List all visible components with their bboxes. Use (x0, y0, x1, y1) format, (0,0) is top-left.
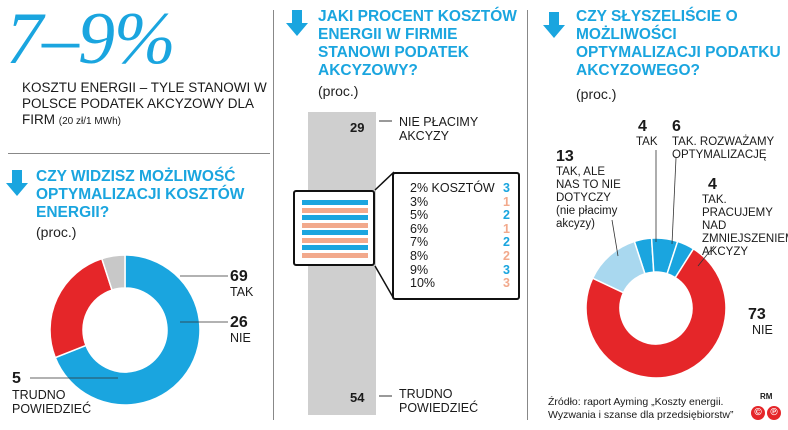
q3-nie-label: NIE (752, 323, 773, 337)
q3-ale-label: TAK, ALE NAS TO NIE DOTYCZY (nie płacimy… (556, 166, 621, 230)
q2-row-1: 3% 1 (410, 194, 510, 210)
arrow-down-icon (6, 170, 28, 196)
arrow-down-icon (286, 10, 308, 36)
q2-row-value: 2 (503, 235, 510, 250)
q3-prac-label: TAK. PRACUJEMY NAD ZMNIEJSZENIEM AKCYZY (702, 194, 788, 258)
q2-row-value: 1 (503, 221, 510, 236)
q2-row-3: 6% 1 (410, 221, 510, 237)
arrow-down-icon (543, 12, 565, 38)
credit: RM (760, 392, 773, 401)
q2-stripes (302, 200, 368, 260)
q2-row-label: 8% (410, 248, 429, 263)
q3-prac-value: 4 (708, 176, 717, 193)
q2-stripe-7 (302, 252, 368, 258)
q2-row-value: 1 (503, 194, 510, 209)
q1-tak-label: TAK (230, 285, 254, 299)
q1-trudno-value: 5 (12, 370, 21, 387)
headline-note: (20 zł/1 MWh) (58, 116, 121, 127)
q2-row-value: 3 (503, 276, 510, 291)
q1-tak-value: 69 (230, 268, 248, 285)
q2-bottom-label: TRUDNO POWIEDZIEĆ (399, 387, 479, 415)
pie-chart-excise (586, 238, 726, 378)
q2-stripe-4 (302, 230, 368, 235)
q3-tak-value: 4 (638, 118, 647, 135)
q2-stripe-5 (302, 237, 368, 243)
q1-slice-0 (54, 255, 200, 405)
divider-left (8, 153, 270, 154)
q2-zoom-connector (374, 171, 395, 300)
q2-stripe-6 (302, 245, 368, 250)
q2-row-0: 2% KOSZTÓW 3 (410, 181, 510, 196)
q2-row-label: 6% (410, 221, 429, 236)
q3-ale-value: 13 (556, 148, 574, 165)
q2-zoom-large (392, 172, 520, 300)
q3-slice-4 (591, 240, 646, 294)
q3-rozw-label: TAK. ROZWAŻAMY OPTYMALIZACJĘ (672, 136, 775, 161)
q2-row-5: 8% 2 (410, 248, 510, 264)
q2-stripe-0 (302, 200, 368, 205)
q3-unit: (proc.) (576, 86, 617, 102)
q2-row-label: 2% KOSZTÓW (410, 181, 495, 195)
pie-chart-optimization (50, 255, 200, 405)
q2-row-label: 3% (410, 194, 429, 209)
q2-row-label: 10% (410, 276, 436, 291)
q2-row-label: 9% (410, 262, 429, 277)
q2-row-value: 3 (503, 181, 510, 195)
q2-row-7: 10% 3 (410, 277, 510, 291)
q1-title: CZY WIDZISZ MOŻLIWOŚĆ OPTYMALIZACJI KOSZ… (36, 168, 245, 221)
q3-slice-3 (586, 247, 726, 378)
q1-slice-2 (100, 255, 126, 292)
q2-row-2: 5% 2 (410, 209, 510, 223)
q2-marker-lines (379, 120, 392, 397)
pressright-icon: ℗ (767, 406, 781, 420)
q2-title: JAKI PROCENT KOSZTÓW ENERGII W FIRMIE ST… (318, 8, 517, 79)
q2-row-label: 5% (410, 208, 429, 223)
q3-rozw-value: 6 (672, 118, 681, 135)
copyright-icon: © (751, 406, 765, 420)
q2-row-value: 2 (503, 248, 510, 263)
q2-top-label: NIE PŁACIMY AKCYZY (399, 115, 478, 143)
q2-row-label: 7% (410, 235, 429, 250)
headline-value: 7–9% (6, 0, 176, 80)
q1-unit: (proc.) (36, 224, 77, 240)
q2-row-6: 9% 3 (410, 262, 510, 278)
q2-stripe-2 (302, 215, 368, 220)
q3-tak-label: TAK (636, 136, 658, 148)
headline-text: KOSZTU ENERGII – TYLE STANOWI W POLSCE P… (22, 80, 272, 130)
q3-title: CZY SŁYSZELIŚCIE O MOŻLIWOŚCI OPTYMALIZA… (576, 8, 781, 79)
q2-stripe-3 (302, 222, 368, 228)
q2-stripe-1 (302, 207, 368, 213)
q2-row-value: 2 (503, 208, 510, 223)
q2-rows: 2% KOSZTÓW 3 3% 1 5% 2 6% 1 7% 2 8% 2 9% 3 10% 3 (410, 181, 510, 291)
q1-nie-value: 26 (230, 314, 248, 331)
headline-desc: KOSZTU ENERGII – TYLE STANOWI W POLSCE P… (22, 80, 267, 127)
divider-v1 (273, 10, 274, 420)
q2-row-value: 3 (503, 262, 510, 277)
source-text: Źródło: raport Ayming „Koszty energii. W… (548, 396, 734, 421)
q1-nie-label: NIE (230, 331, 251, 345)
q1-trudno-label: TRUDNO POWIEDZIEĆ (12, 388, 92, 416)
q3-nie-value: 73 (748, 306, 766, 323)
q2-unit: (proc.) (318, 83, 359, 99)
q2-bottom-value: 54 (350, 390, 365, 405)
q2-top-value: 29 (350, 120, 365, 135)
q2-row-4: 7% 2 (410, 236, 510, 250)
divider-v2 (527, 10, 528, 420)
q1-leader-lines (30, 275, 228, 379)
